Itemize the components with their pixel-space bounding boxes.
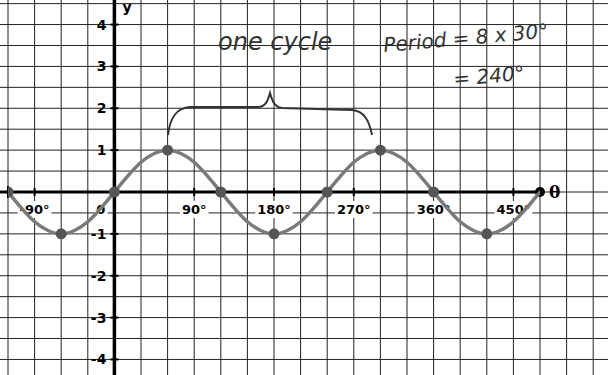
cycle-brace [168,93,372,135]
annotation: Period = 8 x 30° [382,19,549,57]
tick-labels: 4321-1-2-3-4-90°090°180°270°360°450° [18,17,533,368]
key-point [269,228,280,239]
background [0,0,608,375]
annotation: = 240° [452,61,525,91]
key-point [322,187,333,198]
grid-line-y [0,87,608,88]
y-tick [110,233,118,235]
grid-line-y [0,171,608,172]
y-tick-label: -3 [91,310,107,326]
y-tick [110,107,118,109]
grid-line-x [486,0,487,375]
grid-line-y [0,254,608,255]
y-tick [110,317,118,319]
grid-line-x [34,0,35,375]
y-tick [110,149,118,151]
key-point [375,145,386,156]
y-tick-label: -1 [91,226,107,242]
y-tick-label: 2 [97,100,107,116]
tick-label-bg [335,201,373,218]
grid-line-x [274,0,275,375]
x-axis [0,191,540,194]
chart: 4321-1-2-3-4-90°090°180°270°360°450°yθon… [0,0,608,375]
grid-line-x [167,0,168,375]
annotation: one cycle [218,28,332,56]
grid-line-y [0,192,608,193]
grid-line-x [380,0,381,375]
annotations: one cycle Period = 8 x 30° = 240° [168,19,549,135]
x-tick-label: 180° [257,202,291,217]
grid-line-x [61,0,62,375]
grid [0,0,608,375]
y-tick [110,275,118,277]
y-tick [110,358,118,360]
axes [0,0,545,375]
x-tick [34,188,36,196]
grid-line-x [566,0,567,375]
key-point [109,187,120,198]
key-point [428,187,439,198]
y-tick-label: 1 [97,142,107,158]
x-tick-label: 90° [182,202,207,217]
grid-line-x [141,0,142,375]
curve [8,150,540,234]
grid-line-y [0,129,608,130]
grid-line-x [353,0,354,375]
grid-line-x [460,0,461,375]
x-tick [273,188,275,196]
y-tick-label: -2 [91,268,107,284]
grid-line-y [0,338,608,339]
y-tick [110,65,118,67]
grid-line-x [247,0,248,375]
ticks [35,25,514,360]
key-point [8,187,14,198]
key-point [481,228,492,239]
tick-label-bg [180,201,209,218]
key-point [56,228,67,239]
grid-line-x [513,0,514,375]
key-point [162,145,173,156]
grid-line-x [407,0,408,375]
x-tick [512,188,514,196]
x-axis-title: θ [549,182,560,202]
grid-line-y [0,296,608,297]
tick-label-bg [255,201,293,218]
y-axis-title: y [122,0,131,15]
key-point [215,187,226,198]
grid-line-x [194,0,195,375]
x-tick [193,188,195,196]
x-tick-label: 270° [337,202,371,217]
y-tick [110,24,118,26]
y-tick-label: 4 [97,17,107,33]
grid-line-y [0,3,608,4]
y-tick-label: 3 [97,58,107,74]
y-tick-label: -4 [91,351,107,367]
grid-line-x [593,0,594,375]
marks [8,145,540,240]
grid-line-x [300,0,301,375]
x-tick [353,188,355,196]
grid-line-x [87,0,88,375]
grid-line-y [0,150,608,151]
